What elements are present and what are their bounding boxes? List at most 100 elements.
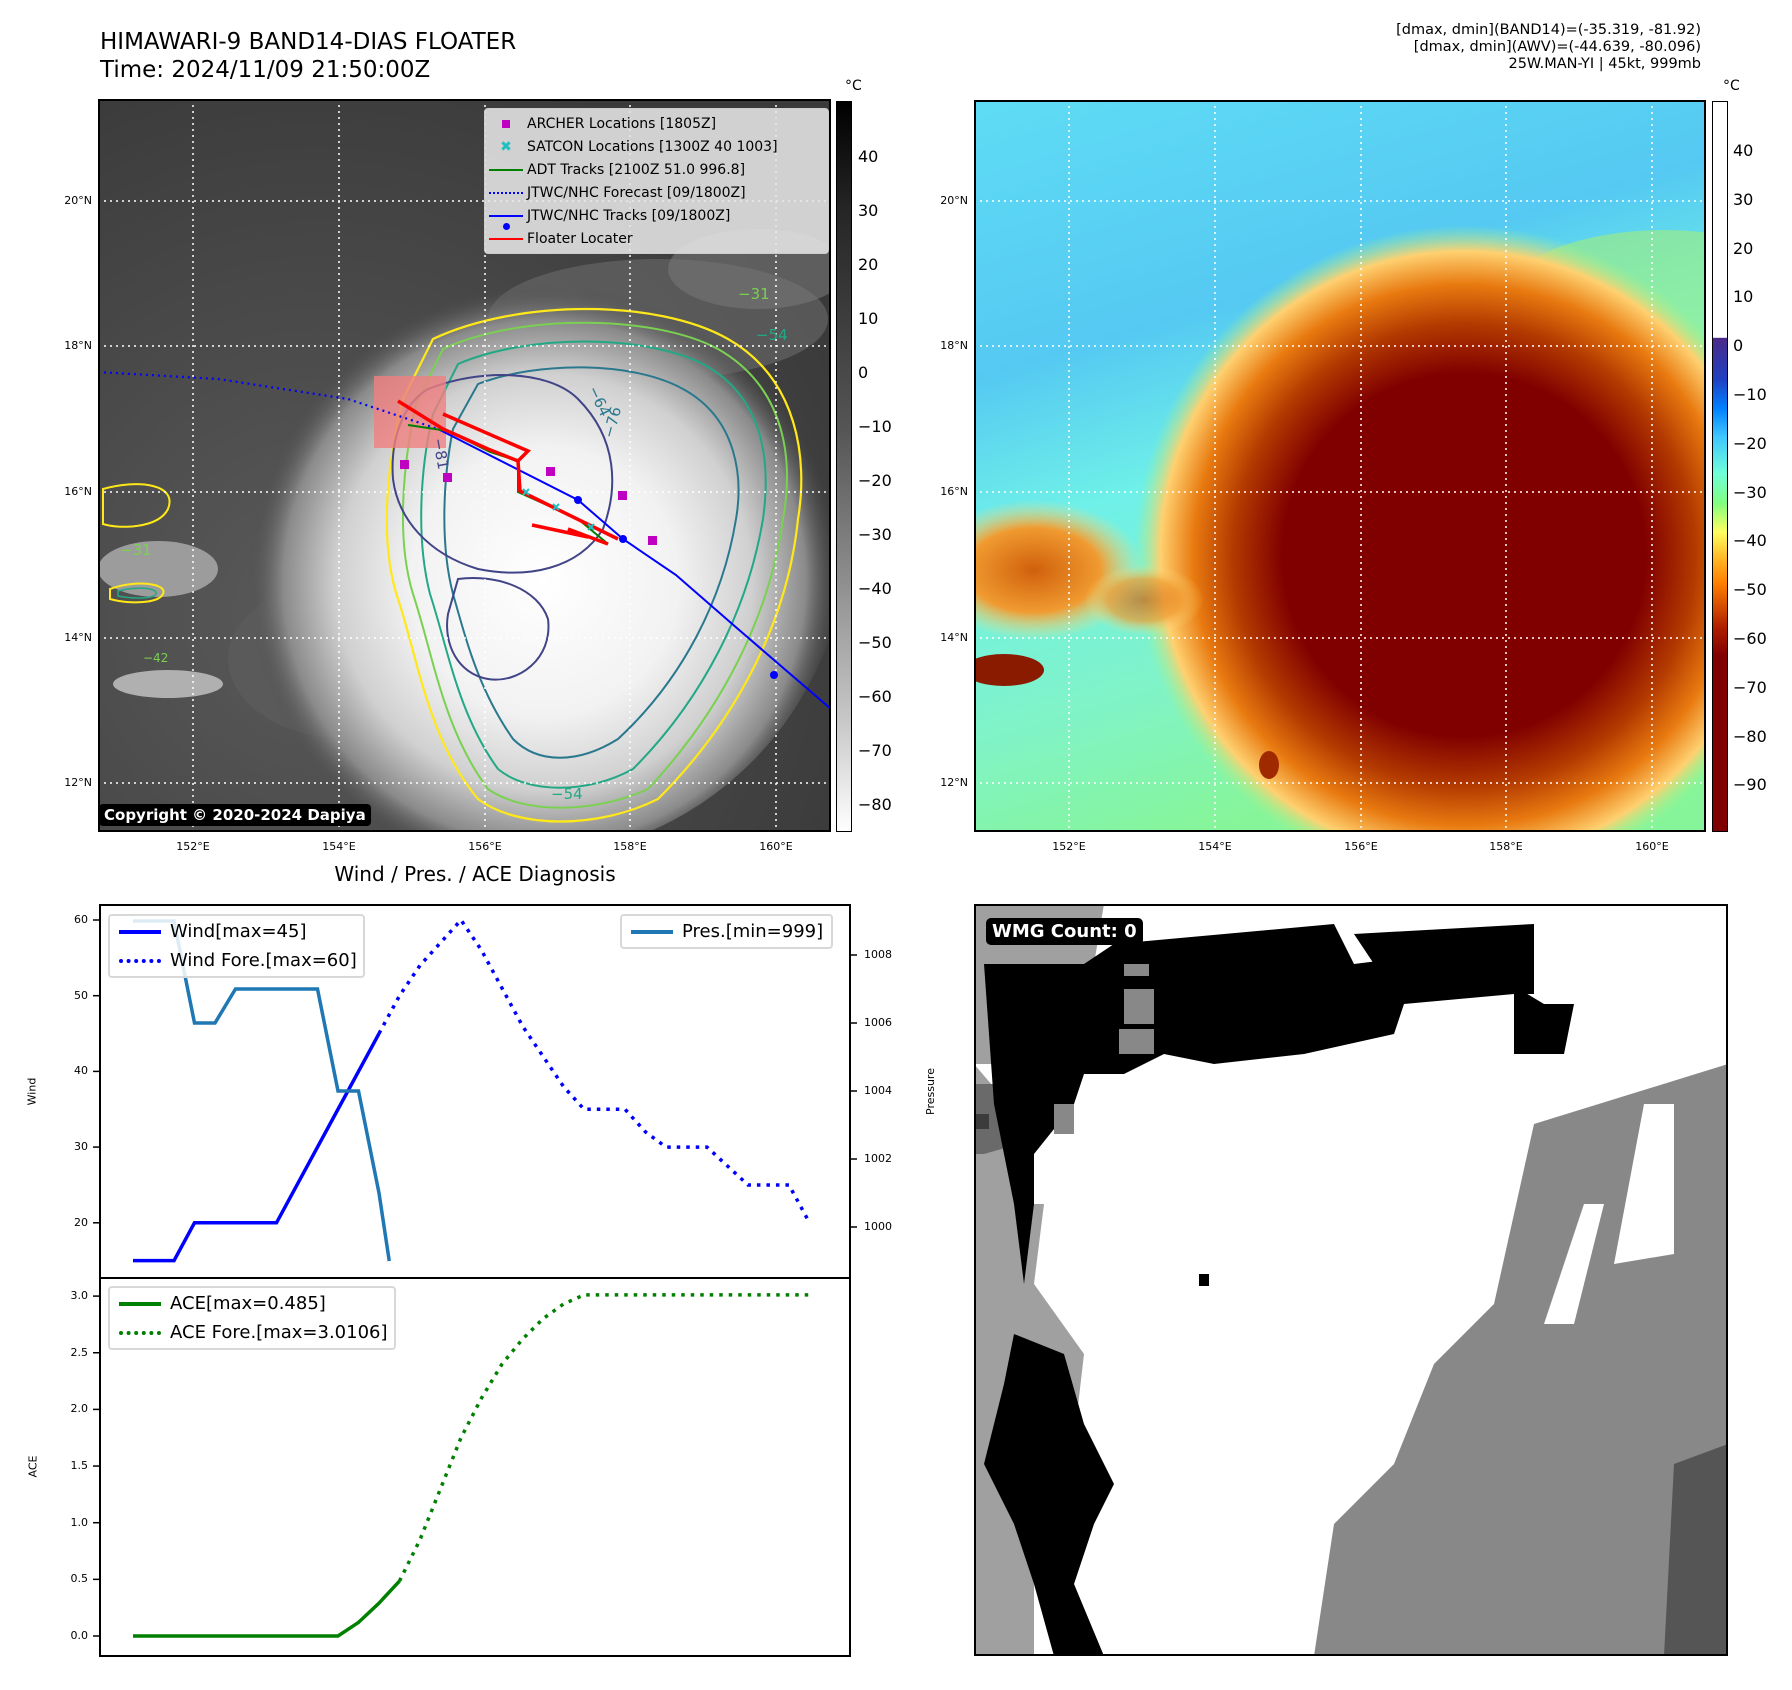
- colorbar-tick-label: −80: [1733, 726, 1767, 746]
- awv-gridlines: [974, 100, 1706, 832]
- jtwc-track-point: [574, 496, 582, 504]
- colorbar-tick-label: 10: [858, 309, 879, 328]
- ir-map-panel: −31 −54 −64 −76 −81 −31 −54 −42 Copyrigh…: [98, 99, 831, 832]
- wind-tick-label: 60: [74, 913, 88, 926]
- lon-tick-label: 152°E: [176, 840, 210, 853]
- solid-line-icon: [485, 168, 527, 171]
- legend-label: ACE Fore.[max=3.0106]: [170, 1322, 388, 1343]
- info-line-2: [dmax, dmin](AWV)=(-44.639, -80.096): [1413, 39, 1701, 55]
- legend-label: ADT Tracks [2100Z 51.0 996.8]: [527, 161, 746, 178]
- contour-label: −54: [756, 326, 788, 344]
- colorbar-tick-label: −30: [1733, 482, 1767, 502]
- dotted-line-icon: [110, 958, 170, 963]
- floater-locater-track: [397, 399, 619, 541]
- awv-satellite-image: [974, 100, 1706, 832]
- floater-box: [374, 376, 446, 448]
- jtwc-track-point: [619, 535, 627, 543]
- ace-tick-label: 2.5: [70, 1345, 89, 1359]
- pressure-tick-label: 1000: [864, 1220, 892, 1233]
- solid-line-icon: [110, 1301, 170, 1306]
- legend-item-pressure: Pres.[min=999]: [622, 917, 823, 946]
- ace-tick-label: 3.0: [70, 1289, 89, 1303]
- lat-tick-label: 16°N: [940, 485, 968, 498]
- lat-tick-label: 18°N: [940, 339, 968, 352]
- wind-tick-label: 30: [74, 1140, 88, 1154]
- archer-marker: [618, 491, 627, 500]
- legend-item-ace-forecast: ACE Fore.[max=3.0106]: [110, 1318, 388, 1347]
- lon-tick-label: 158°E: [1489, 840, 1523, 853]
- square-marker-icon: [485, 119, 527, 128]
- wind-forecast-line: [377, 917, 812, 1224]
- contour-label: −31: [738, 285, 770, 303]
- diagnosis-chart: [93, 904, 857, 1657]
- lat-tick-label: 14°N: [940, 631, 968, 644]
- wind-tick-label: 50: [74, 988, 88, 1002]
- legend-label: ARCHER Locations [1805Z]: [527, 115, 717, 132]
- ir-colorbar: [836, 101, 852, 832]
- lat-tick-label: 18°N: [64, 339, 92, 352]
- x-marker-icon: ✖: [500, 138, 512, 155]
- awv-colorbar-unit: °C: [1723, 78, 1740, 94]
- colorbar-tick-label: −90: [1733, 775, 1767, 795]
- lon-tick-label: 152°E: [1052, 840, 1086, 853]
- wmg-image: [974, 904, 1728, 1656]
- colorbar-tick-label: −70: [858, 741, 892, 760]
- pressure-tick-label: 1004: [864, 1084, 892, 1097]
- ace-line: [133, 1579, 401, 1638]
- archer-marker: [648, 536, 657, 545]
- contour-label: −81: [429, 437, 452, 471]
- contour-label: −31: [120, 541, 152, 559]
- lat-tick-label: 12°N: [64, 776, 92, 789]
- colorbar-tick-label: −20: [1733, 433, 1767, 453]
- lon-tick-label: 154°E: [1198, 840, 1232, 853]
- legend-label: Pres.[min=999]: [682, 921, 824, 942]
- lat-tick-label: 16°N: [64, 485, 92, 498]
- jtwc-track-point: [770, 671, 778, 679]
- wmg-count-badge: WMG Count: 0: [986, 918, 1143, 945]
- legend-item-ace: ACE[max=0.485]: [110, 1289, 388, 1318]
- title-line-1: HIMAWARI-9 BAND14-DIAS FLOATER: [100, 29, 517, 55]
- legend-item-satcon: ✖ SATCON Locations [1300Z 40 1003]: [485, 135, 828, 158]
- lat-tick-label: 20°N: [64, 194, 92, 207]
- diagnosis-title: Wind / Pres. / ACE Diagnosis: [334, 862, 616, 886]
- ace-legend: ACE[max=0.485] ACE Fore.[max=3.0106]: [108, 1286, 396, 1350]
- colorbar-tick-label: −50: [858, 633, 892, 652]
- legend-label: JTWC/NHC Tracks [09/1800Z]: [527, 207, 731, 224]
- colorbar-tick-label: 20: [858, 255, 879, 274]
- lat-tick-label: 12°N: [940, 776, 968, 789]
- pressure-legend: Pres.[min=999]: [620, 914, 834, 949]
- pressure-axis-label: Pressure: [923, 1068, 937, 1115]
- pressure-tick-label: 1002: [864, 1152, 892, 1165]
- solid-line-icon: [485, 237, 527, 240]
- info-line-1: [dmax, dmin](BAND14)=(-35.319, -81.92): [1396, 22, 1701, 38]
- colorbar-tick-label: −60: [1733, 629, 1767, 648]
- ace-tick-label: 0.0: [70, 1629, 89, 1642]
- ace-axis-label: ACE: [26, 1455, 40, 1478]
- jtwc-forecast-track: [98, 370, 439, 431]
- archer-marker: [400, 460, 409, 469]
- legend-item-jtwc-forecast: JTWC/NHC Forecast [09/1800Z]: [485, 181, 828, 204]
- lon-tick-label: 160°E: [759, 840, 793, 853]
- wind-tick-label: 20: [74, 1215, 88, 1229]
- colorbar-tick-label: 30: [858, 201, 879, 220]
- storm-info: [dmax, dmin](BAND14)=(-35.319, -81.92) […: [1396, 22, 1701, 73]
- colorbar-tick-label: 30: [1733, 189, 1754, 209]
- ace-tick-label: 2.0: [70, 1402, 89, 1416]
- colorbar-tick-label: 0: [1733, 336, 1744, 356]
- solid-line-icon: [622, 929, 682, 934]
- ace-tick-label: 1.0: [70, 1515, 89, 1529]
- ir-map-frame: [98, 99, 831, 832]
- line-dot-icon: [485, 214, 527, 230]
- colorbar-tick-label: −60: [858, 687, 892, 706]
- colorbar-tick-label: −50: [1733, 580, 1767, 600]
- lon-tick-label: 154°E: [322, 840, 356, 853]
- lon-tick-label: 156°E: [1344, 840, 1378, 853]
- wind-tick-label: 40: [74, 1064, 88, 1078]
- colorbar-tick-label: −40: [858, 579, 892, 598]
- awv-map-frame: [974, 100, 1706, 832]
- info-line-3: 25W.MAN-YI | 45kt, 999mb: [1508, 56, 1701, 72]
- dotted-line-icon: [110, 1330, 170, 1335]
- ace-plot-frame: [99, 1277, 851, 1657]
- contour-label: −54: [551, 785, 583, 803]
- legend-item-archer: ARCHER Locations [1805Z]: [485, 112, 828, 135]
